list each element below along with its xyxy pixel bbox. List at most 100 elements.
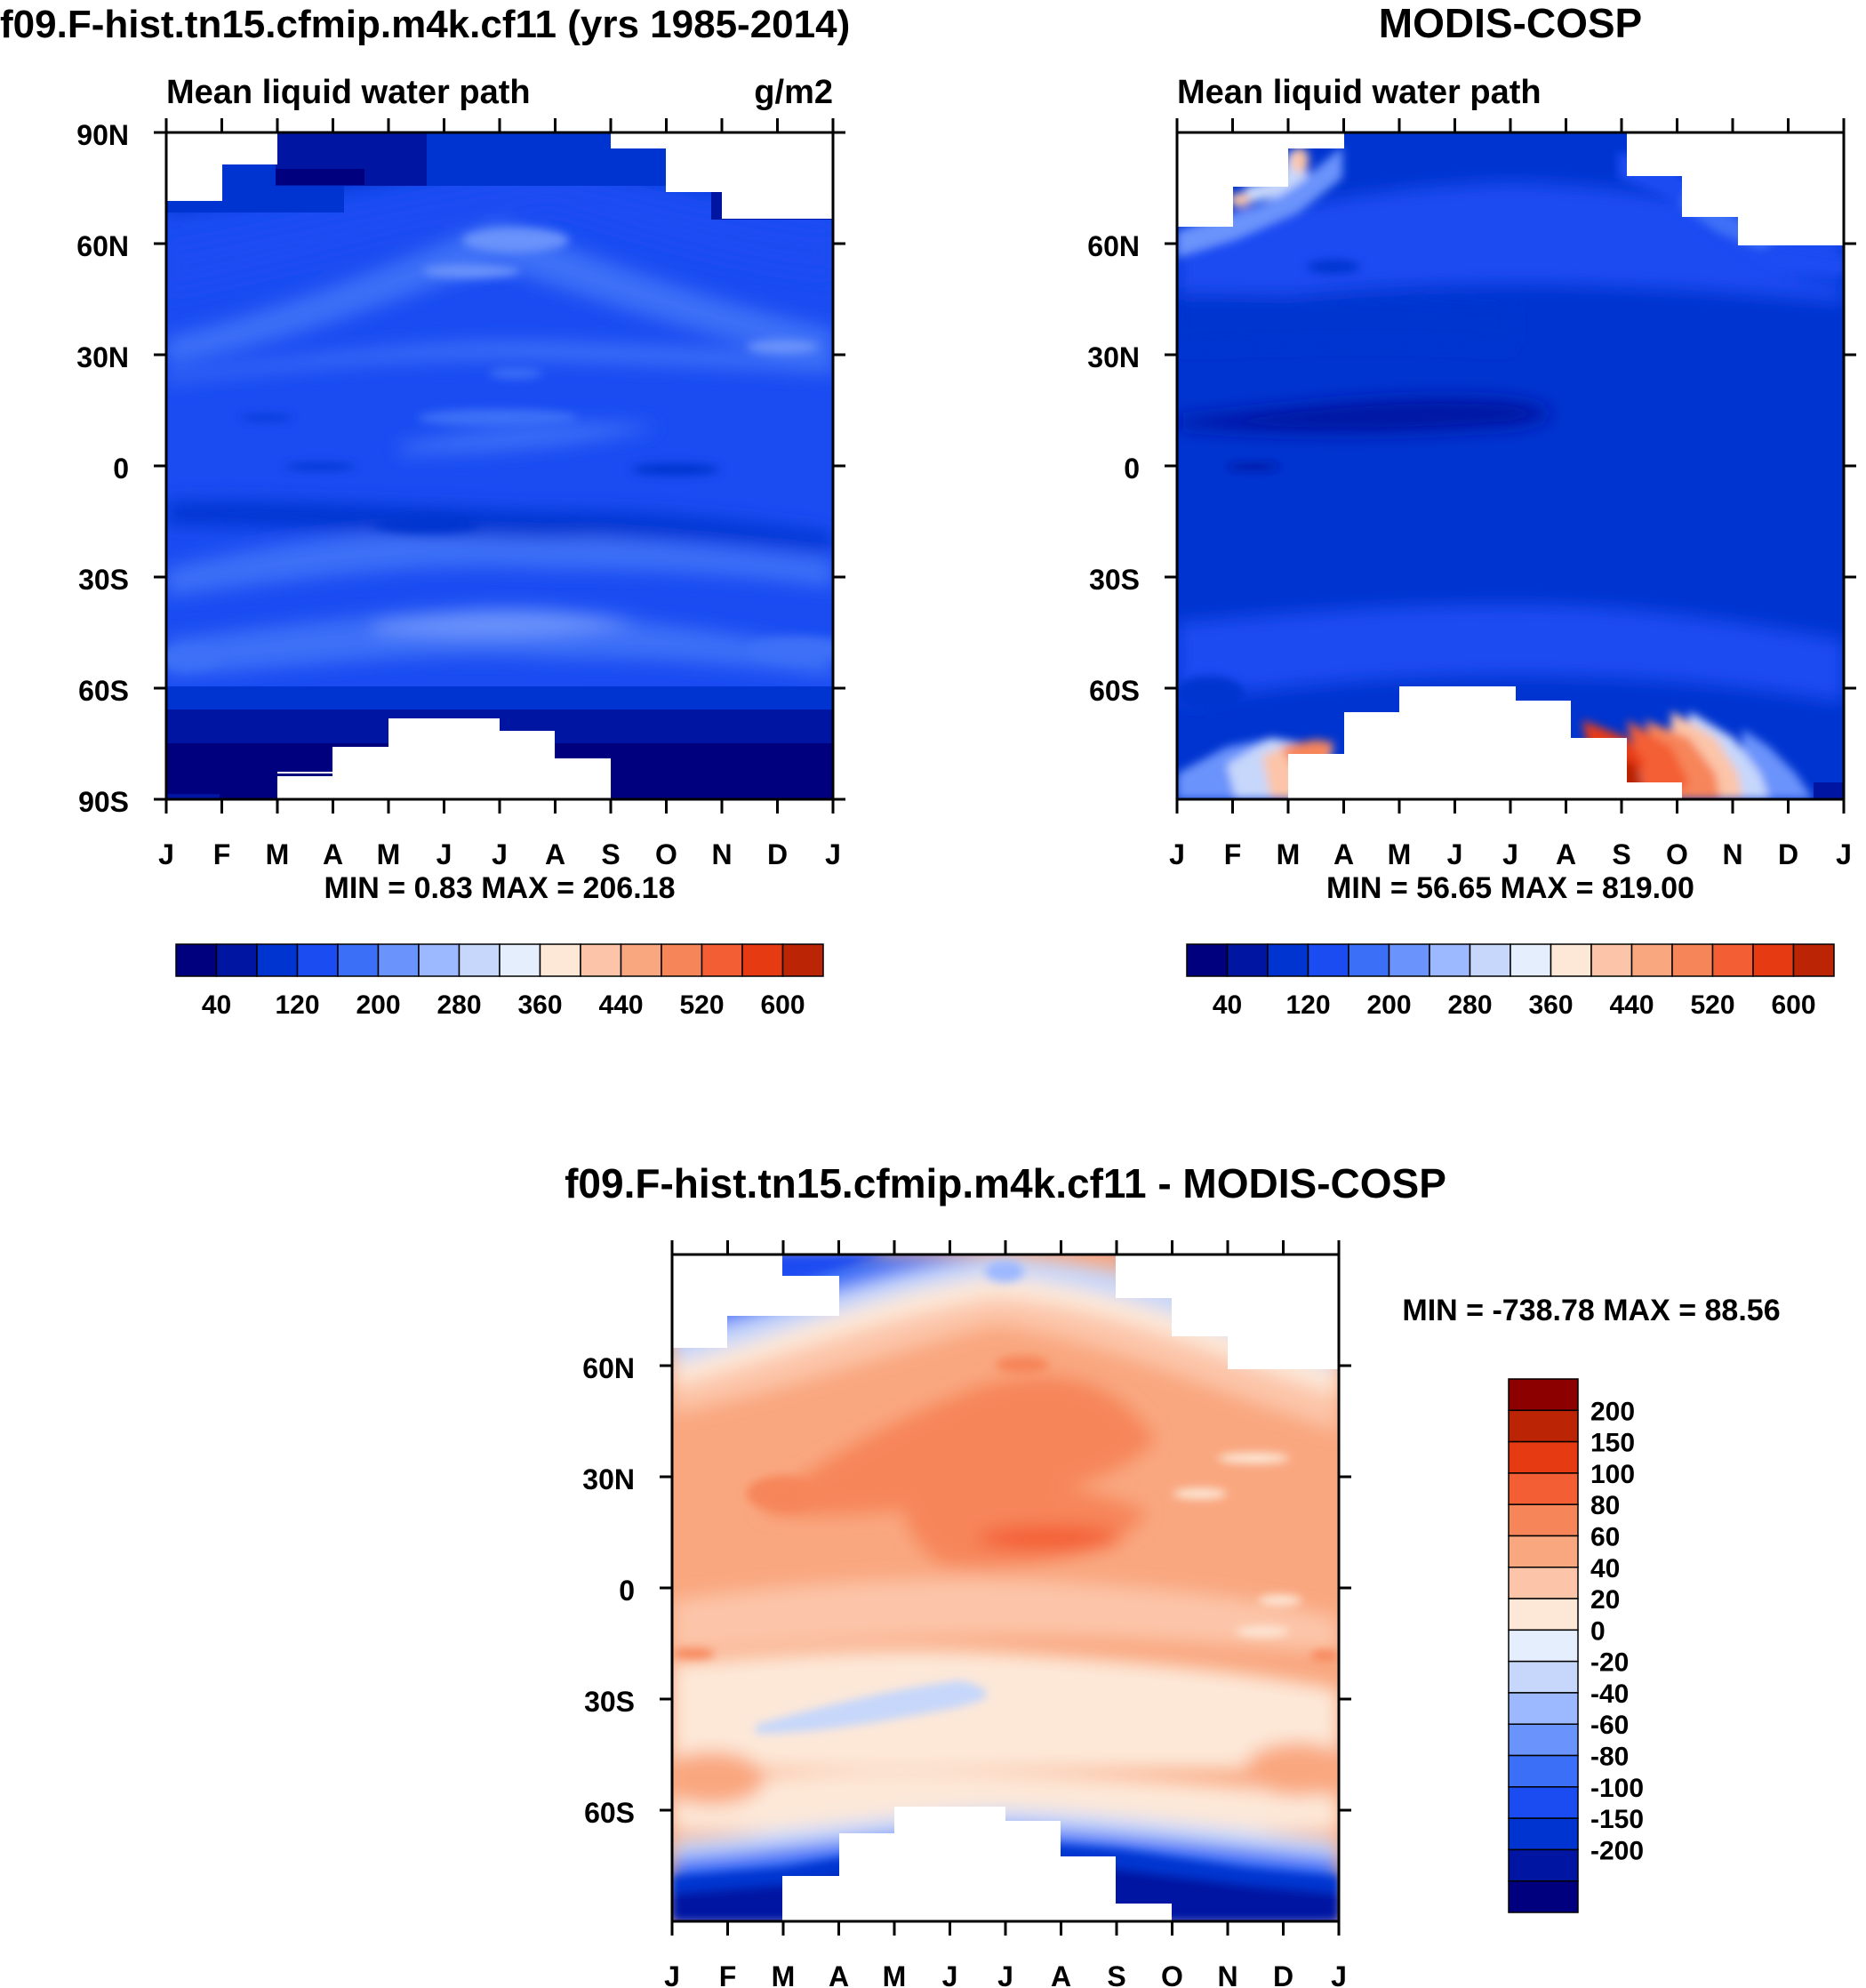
colorbar-label: -200 [1590,1836,1644,1865]
x-tick-label: M [377,838,401,870]
colorbar-box [1508,1472,1579,1505]
y-tick-label: 60N [76,230,129,262]
panel-diff: f09.F-hist.tn15.cfmip.m4k.cf11 - MODIS-C… [565,1160,1781,1988]
x-tick-label: N [1722,838,1742,870]
colorbar-box [256,943,299,977]
x-tick-label: J [158,838,174,870]
colorbar-box [1226,943,1269,977]
colorbar-box [1388,943,1430,977]
colorbar-box [1348,943,1390,977]
colorbar-label: 520 [1690,990,1734,1020]
colorbar-box [337,943,380,977]
colorbar-box [1508,1629,1579,1663]
x-tick-label: F [1224,838,1242,870]
colorbar-label: 280 [436,990,481,1020]
x-tick-label: O [655,838,677,870]
colorbar-box [1508,1378,1579,1412]
y-tick-label: 0 [1124,453,1140,485]
colorbar-box [1267,943,1309,977]
colorbar-box [215,943,258,977]
y-tick-label: 30S [1089,564,1140,596]
y-tick-label: 30N [582,1463,635,1495]
colorbar-label: 20 [1590,1585,1620,1615]
x-tick-label: M [1388,838,1412,870]
y-tick-label: 60S [78,675,129,707]
x-tick-label: J [492,838,508,870]
colorbar-box [418,943,460,977]
panel-model-y-ticks: 90N 60N 30N 0 30S 60S 90S [76,119,845,818]
colorbar-box [781,943,824,977]
colorbar-label: -100 [1590,1774,1644,1803]
x-tick-label: J [664,1960,680,1988]
panel-diff-y-ticks: 60N 30N 0 30S 60S [582,1352,1351,1829]
colorbar-label: 120 [275,990,319,1020]
panel-model-minmax: MIN = 0.83 MAX = 206.18 [324,871,676,905]
colorbar-label: 100 [1590,1460,1635,1489]
panel-model-subtitle: Mean liquid water path [166,74,531,111]
panel-model-title: f09.F-hist.tn15.cfmip.m4k.cf11 (yrs 1985… [0,3,850,46]
colorbar-box [1590,943,1633,977]
colorbar-label: 440 [1609,990,1654,1020]
x-tick-label: S [1612,838,1630,870]
y-tick-label: 60S [584,1797,635,1829]
x-tick-label: N [711,838,732,870]
colorbar-label: 60 [1590,1522,1620,1551]
colorbar-box [1671,943,1714,977]
colorbar-label: 40 [1590,1554,1620,1583]
colorbar-label: 520 [679,990,724,1020]
colorbar-box [1508,1692,1579,1725]
x-tick-label: J [1169,838,1185,870]
x-tick-label: M [883,1960,907,1988]
colorbar-label: 120 [1285,990,1330,1020]
colorbar-label: -60 [1590,1711,1629,1740]
colorbar-box [1752,943,1795,977]
y-tick-label: 30S [78,564,129,596]
colorbar-label: 440 [598,990,643,1020]
x-tick-label: A [545,838,565,870]
x-tick-label: F [719,1960,737,1988]
panel-model-colorbar: 40 120 200 280 360 440 520 600 [175,943,824,1020]
colorbar-box [1508,1660,1579,1694]
x-tick-label: J [1447,838,1463,870]
colorbar-label: 600 [760,990,805,1020]
colorbar-box [458,943,501,977]
panel-modis-minmax: MIN = 56.65 MAX = 819.00 [1326,871,1694,905]
x-tick-label: J [825,838,841,870]
colorbar-box [377,943,420,977]
x-tick-label: O [1161,1960,1183,1988]
x-tick-label: D [1778,838,1798,870]
colorbar-box [661,943,703,977]
colorbar-label: -150 [1590,1805,1644,1834]
colorbar-box [1508,1723,1579,1757]
colorbar-box [1508,1503,1579,1537]
colorbar-label: 360 [517,990,562,1020]
y-tick-label: 30S [584,1686,635,1718]
colorbar-box [741,943,784,977]
colorbar-box [1508,1880,1579,1913]
colorbar-box [1508,1598,1579,1631]
colorbar-box [1508,1848,1579,1882]
colorbar-label: 40 [1213,990,1242,1020]
colorbar-box [539,943,581,977]
colorbar-label: 360 [1528,990,1573,1020]
colorbar-label: 40 [202,990,231,1020]
y-tick-label: 90S [78,786,129,818]
colorbar-box [1508,1817,1579,1851]
y-tick-label: 0 [619,1575,635,1607]
y-tick-label: 90N [76,119,129,151]
x-tick-label: D [767,838,788,870]
panel-modis-y-ticks: 60N 30N 0 30S 60S [1087,230,1856,707]
colorbar-label: 200 [356,990,400,1020]
panel-model-units: g/m2 [754,74,833,111]
colorbar-label: -40 [1590,1679,1629,1709]
colorbar-label: -20 [1590,1648,1629,1678]
colorbar-label: 150 [1590,1429,1635,1458]
x-tick-label: A [829,1960,849,1988]
x-tick-label: J [1331,1960,1347,1988]
colorbar-label: 600 [1771,990,1815,1020]
x-tick-label: D [1273,1960,1293,1988]
